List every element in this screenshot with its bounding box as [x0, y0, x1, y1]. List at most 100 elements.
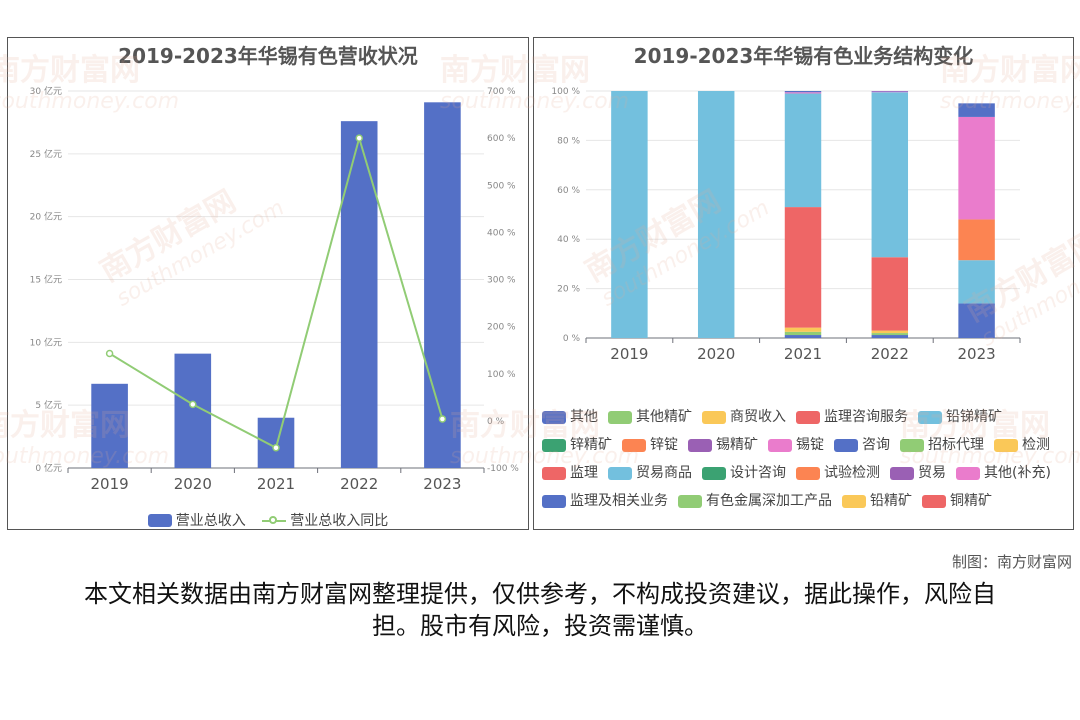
revenue-chart-title: 2019-2023年华锡有色营收状况 [118, 44, 418, 68]
x-tick-label: 2022 [340, 475, 378, 493]
legend-item[interactable]: 咨询 [834, 433, 890, 458]
yoy-point [355, 134, 363, 142]
structure-chart: 0 % 20 % 40 % 60 % 80 % 100 % 2019 2020 2021 2022… [551, 87, 1021, 363]
y-right-tick-label: 0 % [487, 417, 505, 427]
y-right-tick-label: -100 % [487, 464, 519, 474]
legend-label: 监理 [570, 465, 598, 481]
y-right-tick-label: 300 % [487, 276, 516, 286]
legend-label: 招标代理 [928, 437, 984, 453]
structure-chart-panel: 2019-2023年华锡有色业务结构变化 0 % 20 % 40 % 60 % 80 %… [533, 37, 1074, 530]
y-left-tick-label: 25 亿元 [30, 148, 62, 160]
legend-item[interactable]: 试验检测 [796, 461, 880, 486]
stack-segment [784, 335, 822, 338]
legend-item[interactable]: 设计咨询 [702, 461, 786, 486]
legend-item[interactable]: 监理 [542, 461, 598, 486]
stack-segment [611, 91, 648, 338]
legend-item[interactable]: 检测 [994, 433, 1050, 458]
legend-label: 锡锭 [796, 437, 824, 453]
revenue-bar [340, 121, 378, 468]
legend-swatch [622, 439, 646, 452]
legend-item-yoy[interactable]: 营业总收入同比 [262, 510, 388, 530]
legend-label: 有色金属深加工产品 [706, 493, 832, 509]
y-tick-label: 40 % [557, 235, 580, 245]
x-tick-label: 2023 [423, 475, 461, 493]
legend-swatch [842, 495, 866, 508]
legend-item[interactable]: 其他精矿 [608, 405, 692, 430]
revenue-bar [424, 102, 461, 468]
revenue-chart: 0 亿元 5 亿元 10 亿元 15 亿元 20 亿元 25 亿元 30 亿元 -100 % 0… [30, 85, 520, 493]
legend-swatch [542, 411, 566, 424]
stack-segment [958, 260, 995, 304]
legend-label-revenue: 营业总收入 [175, 513, 246, 529]
y-right-tick-label: 600 % [487, 134, 516, 144]
stack-segment [958, 103, 995, 117]
revenue-chart-legend: 营业总收入 营业总收入同比 [8, 510, 528, 531]
legend-item[interactable]: 其他(补充) [956, 461, 1051, 486]
legend-item[interactable]: 铜精矿 [922, 489, 992, 514]
stack-segment [871, 91, 909, 93]
legend-item[interactable]: 铅锑精矿 [918, 405, 1002, 430]
legend-swatch [900, 439, 924, 452]
legend-swatch [890, 467, 914, 480]
legend-item[interactable]: 监理咨询服务 [796, 405, 908, 430]
stack-segment [958, 116, 995, 220]
legend-label-yoy: 营业总收入同比 [290, 513, 389, 529]
stack-segment [784, 327, 822, 332]
legend-item[interactable]: 锌精矿 [542, 433, 612, 458]
legend-item[interactable]: 锡锭 [768, 433, 824, 458]
legend-swatch [608, 467, 632, 480]
legend-label: 设计咨询 [730, 465, 786, 481]
yoy-point [105, 349, 114, 358]
yoy-point [438, 415, 447, 423]
stack-segment [871, 333, 909, 336]
structure-chart-title: 2019-2023年华锡有色业务结构变化 [633, 44, 974, 68]
legend-item[interactable]: 有色金属深加工产品 [678, 489, 832, 514]
stack-segment [871, 92, 909, 258]
structure-chart-legend: 其他 其他精矿 商贸收入 监理咨询服务 铅锑精矿锌精矿 锌锭 锡精矿 锡锭 咨询 招标代理 检测监理… [542, 405, 1070, 517]
legend-item-revenue[interactable]: 营业总收入 [147, 510, 246, 530]
y-left-tick-label: 5 亿元 [35, 399, 62, 411]
legend-swatch [688, 439, 712, 452]
y-left-tick-label: 10 亿元 [30, 336, 62, 348]
legend-swatch [542, 495, 566, 508]
y-left-tick-label: 20 亿元 [30, 211, 62, 223]
disclaimer-text: 本文相关数据由南方财富网整理提供，仅供参考，不构成投资建议，据此操作，风险自担。… [84, 580, 996, 640]
legend-swatch [796, 467, 820, 480]
legend-swatch [678, 495, 702, 508]
legend-item[interactable]: 其他 [542, 405, 598, 430]
yoy-line [109, 134, 444, 450]
legend-label: 监理咨询服务 [824, 409, 908, 425]
legend-swatch [702, 411, 726, 424]
yoy-point [272, 443, 280, 452]
legend-item[interactable]: 贸易 [890, 461, 946, 486]
legend-swatch [834, 439, 858, 452]
legend-item[interactable]: 锌锭 [622, 433, 678, 458]
legend-swatch [796, 411, 820, 424]
legend-item[interactable]: 商贸收入 [702, 405, 786, 430]
stack-segment [784, 91, 822, 93]
y-right-tick-label: 100 % [487, 370, 516, 380]
x-tick-label: 2020 [697, 345, 735, 363]
legend-item[interactable]: 贸易商品 [608, 461, 692, 486]
y-tick-label: 80 % [557, 136, 580, 146]
stack-segment [784, 93, 822, 208]
legend-label: 锌锭 [650, 437, 678, 453]
legend-label: 锡精矿 [716, 437, 758, 453]
legend-item[interactable]: 监理及相关业务 [542, 489, 668, 514]
x-tick-label: 2021 [784, 345, 822, 363]
stack-segment [784, 207, 822, 328]
legend-label: 贸易 [918, 465, 946, 481]
stack-segment [871, 335, 909, 338]
legend-swatch [922, 495, 946, 508]
legend-item[interactable]: 锡精矿 [688, 433, 758, 458]
legend-swatch [918, 411, 942, 424]
stack-segment [697, 91, 735, 338]
y-left-tick-label: 0 亿元 [35, 462, 62, 474]
y-tick-label: 60 % [557, 186, 580, 196]
legend-item[interactable]: 铅精矿 [842, 489, 912, 514]
legend-item[interactable]: 招标代理 [900, 433, 984, 458]
x-tick-label: 2019 [610, 345, 648, 363]
legend-label: 其他精矿 [636, 409, 692, 425]
legend-swatch [542, 467, 566, 480]
legend-swatch-line [262, 514, 287, 527]
